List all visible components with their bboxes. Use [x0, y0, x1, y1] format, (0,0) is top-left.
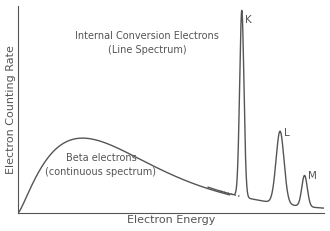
Text: K: K: [245, 15, 251, 25]
Y-axis label: Electron Counting Rate: Electron Counting Rate: [6, 45, 16, 173]
X-axis label: Electron Energy: Electron Energy: [127, 216, 215, 225]
Text: M: M: [308, 170, 316, 181]
Text: Beta electrons
(continuous spectrum): Beta electrons (continuous spectrum): [46, 153, 156, 177]
Text: L: L: [284, 128, 289, 138]
Text: Internal Conversion Electrons
(Line Spectrum): Internal Conversion Electrons (Line Spec…: [75, 31, 219, 55]
